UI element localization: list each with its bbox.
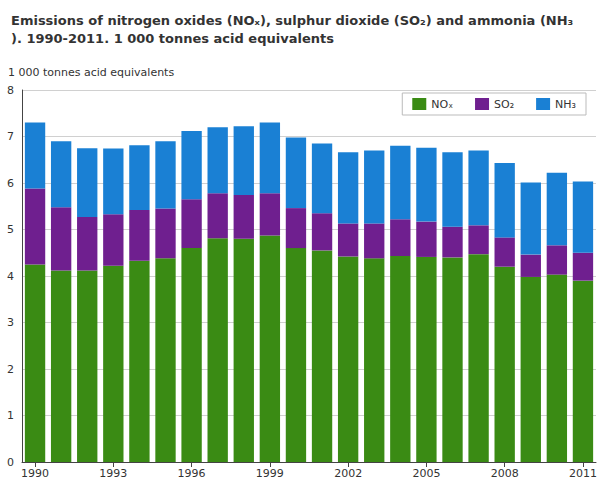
svg-text:1993: 1993 (99, 467, 127, 480)
svg-text:1996: 1996 (178, 467, 206, 480)
svg-text:). 1990-2011. 1 000 tonnes aci: ). 1990-2011. 1 000 tonnes acid equivale… (11, 31, 334, 46)
svg-text:2: 2 (7, 363, 14, 376)
svg-text:1: 1 (7, 409, 14, 422)
svg-text:4: 4 (7, 270, 14, 283)
svg-text:7: 7 (7, 130, 14, 143)
svg-text:5: 5 (7, 223, 14, 236)
svg-text:6: 6 (7, 177, 14, 190)
svg-text:Emissions of nitrogen oxides (: Emissions of nitrogen oxides (NOₓ), sulp… (11, 13, 573, 28)
svg-text:8: 8 (7, 84, 14, 97)
svg-text:1 000 tonnes acid equivalents: 1 000 tonnes acid equivalents (8, 66, 174, 79)
svg-text:2008: 2008 (491, 467, 519, 480)
svg-text:1990: 1990 (21, 467, 49, 480)
svg-text:SO₂: SO₂ (494, 98, 514, 111)
svg-text:2002: 2002 (334, 467, 362, 480)
svg-text:2011: 2011 (569, 467, 597, 480)
svg-text:2005: 2005 (412, 467, 440, 480)
svg-text:0: 0 (7, 456, 14, 469)
svg-text:1999: 1999 (256, 467, 284, 480)
svg-text:NH₃: NH₃ (555, 98, 576, 111)
svg-text:3: 3 (7, 316, 14, 329)
svg-text:NOₓ: NOₓ (431, 98, 453, 111)
